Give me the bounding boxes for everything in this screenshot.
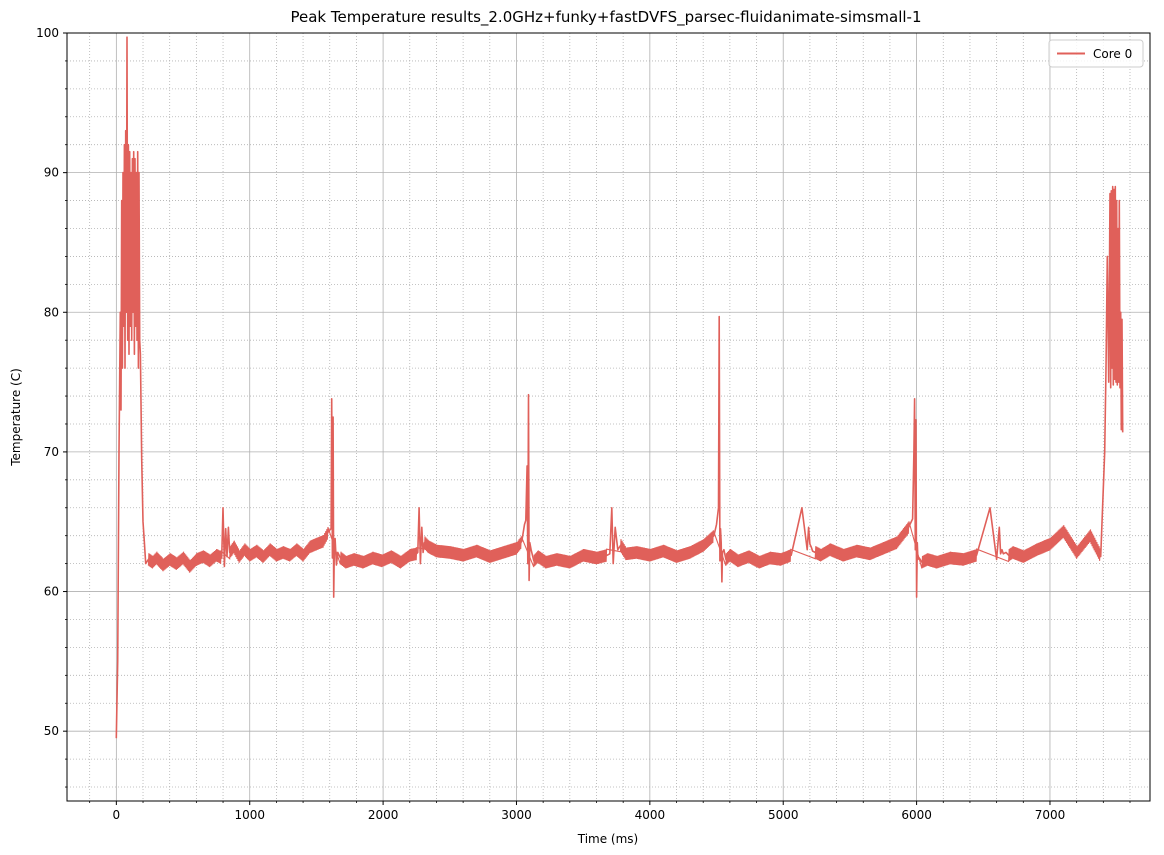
chart-title: Peak Temperature results_2.0GHz+funky+fa…: [290, 8, 921, 27]
y-axis-ticks: 50 60 70 80 90 100: [36, 26, 67, 788]
y-tick-label: 90: [44, 166, 59, 180]
x-tick-label: 0: [113, 808, 121, 822]
y-tick-label: 60: [44, 585, 59, 599]
series-line-core-0: [115, 36, 1124, 739]
major-grid: [67, 32, 1150, 801]
y-tick-label: 50: [44, 724, 59, 738]
legend-label-core-0: Core 0: [1093, 47, 1132, 61]
series-oscillation-core-0: [147, 521, 1101, 573]
y-tick-label: 80: [44, 305, 59, 319]
y-tick-label: 100: [36, 26, 59, 40]
x-axis-label: Time (ms): [577, 832, 639, 846]
legend: Core 0: [1048, 39, 1144, 68]
x-tick-label: 2000: [368, 808, 399, 822]
legend-box: [1048, 39, 1144, 68]
y-tick-label: 70: [44, 445, 59, 459]
x-tick-label: 7000: [1035, 808, 1066, 822]
x-tick-label: 3000: [501, 808, 532, 822]
x-tick-label: 4000: [635, 808, 666, 822]
plot-frame: [66, 32, 1151, 802]
minor-grid: [67, 33, 1150, 801]
series-layer: [115, 36, 1124, 739]
x-tick-label: 5000: [768, 808, 799, 822]
x-tick-label: 6000: [901, 808, 932, 822]
x-tick-label: 1000: [234, 808, 265, 822]
y-axis-label: Temperature (C): [9, 368, 23, 467]
x-axis-ticks: 0 1000 2000 3000 4000 5000 6000 7000: [89, 801, 1131, 822]
